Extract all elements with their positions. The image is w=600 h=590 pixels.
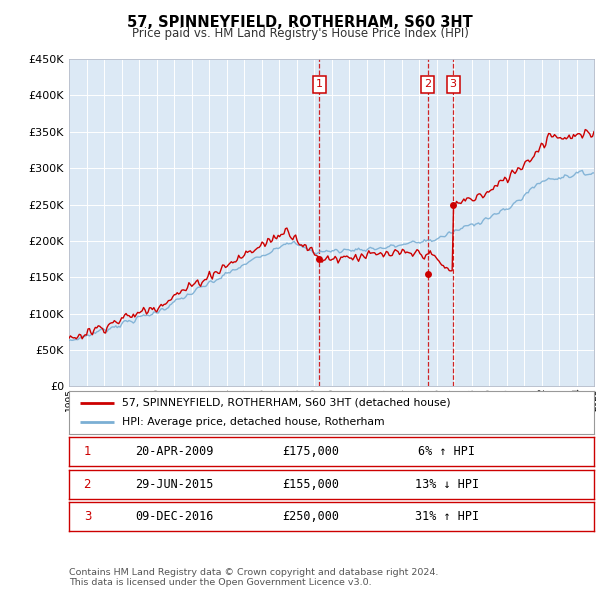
Text: 3: 3 <box>83 510 91 523</box>
Text: Price paid vs. HM Land Registry's House Price Index (HPI): Price paid vs. HM Land Registry's House … <box>131 27 469 40</box>
Text: 3: 3 <box>449 80 457 90</box>
Text: Contains HM Land Registry data © Crown copyright and database right 2024.
This d: Contains HM Land Registry data © Crown c… <box>69 568 439 587</box>
Text: £250,000: £250,000 <box>282 510 339 523</box>
Text: 20-APR-2009: 20-APR-2009 <box>135 445 213 458</box>
Text: £155,000: £155,000 <box>282 477 339 491</box>
Text: 1: 1 <box>316 80 323 90</box>
Text: 6% ↑ HPI: 6% ↑ HPI <box>419 445 476 458</box>
Text: £175,000: £175,000 <box>282 445 339 458</box>
Text: 29-JUN-2015: 29-JUN-2015 <box>135 477 213 491</box>
Text: 1: 1 <box>83 445 91 458</box>
Text: 57, SPINNEYFIELD, ROTHERHAM, S60 3HT: 57, SPINNEYFIELD, ROTHERHAM, S60 3HT <box>127 15 473 30</box>
Text: 13% ↓ HPI: 13% ↓ HPI <box>415 477 479 491</box>
Text: 09-DEC-2016: 09-DEC-2016 <box>135 510 213 523</box>
Text: HPI: Average price, detached house, Rotherham: HPI: Average price, detached house, Roth… <box>121 417 384 427</box>
Text: 2: 2 <box>424 80 431 90</box>
Text: 31% ↑ HPI: 31% ↑ HPI <box>415 510 479 523</box>
Text: 57, SPINNEYFIELD, ROTHERHAM, S60 3HT (detached house): 57, SPINNEYFIELD, ROTHERHAM, S60 3HT (de… <box>121 398 450 408</box>
Text: 2: 2 <box>83 477 91 491</box>
